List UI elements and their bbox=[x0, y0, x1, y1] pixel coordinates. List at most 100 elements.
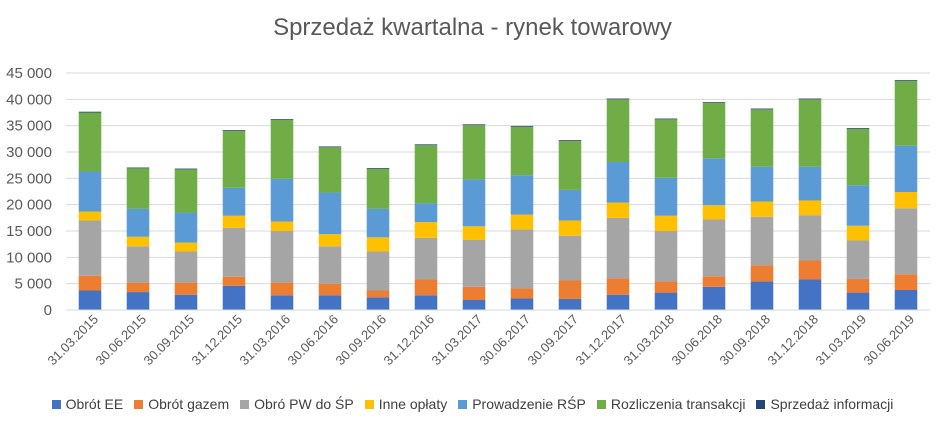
bar-segment bbox=[558, 235, 582, 281]
bar-segment bbox=[798, 200, 822, 216]
bar-segment bbox=[846, 278, 870, 293]
bar-segment bbox=[222, 215, 246, 228]
bar-segment bbox=[606, 217, 630, 279]
bar-segment bbox=[318, 246, 342, 284]
bar-segment bbox=[462, 124, 486, 126]
bar-segment bbox=[318, 234, 342, 247]
bar-segment bbox=[894, 80, 918, 81]
bar-segment bbox=[798, 166, 822, 201]
bar-segment bbox=[270, 221, 294, 231]
bar-segment bbox=[702, 219, 726, 277]
bar-segment bbox=[798, 215, 822, 261]
y-tick-label: 30 000 bbox=[6, 144, 52, 161]
bar-segment bbox=[366, 290, 390, 298]
bar-segment bbox=[414, 222, 438, 238]
bar-segment bbox=[126, 168, 150, 209]
bar-segment bbox=[126, 167, 150, 169]
bar-segment bbox=[558, 220, 582, 236]
bar-segment bbox=[894, 274, 918, 290]
bar-segment bbox=[702, 276, 726, 287]
legend-item: Inne opłaty bbox=[364, 396, 448, 412]
x-tick-label: 30.06.2019 bbox=[860, 312, 917, 369]
bar-segment bbox=[702, 158, 726, 206]
legend-label: Obró PW do ŚP bbox=[254, 396, 354, 412]
bar-segment bbox=[606, 162, 630, 203]
bar-segment bbox=[702, 205, 726, 220]
bar-segment bbox=[78, 275, 102, 291]
bar-segment bbox=[510, 126, 534, 176]
bar-segment bbox=[750, 109, 774, 167]
bar-segment bbox=[654, 281, 678, 293]
legend-label: Obrót gazem bbox=[148, 396, 230, 412]
bar-segment bbox=[654, 177, 678, 216]
legend-swatch bbox=[458, 399, 468, 409]
bar-segment bbox=[318, 192, 342, 235]
bar-segment bbox=[558, 140, 582, 141]
x-tick-label: 31.03.2016 bbox=[236, 312, 293, 369]
x-tick-label: 31.03.2019 bbox=[812, 312, 869, 369]
bar-segment bbox=[702, 286, 726, 310]
legend-item: Sprzedaż informacji bbox=[756, 396, 893, 412]
bar-segment bbox=[606, 99, 630, 162]
legend: Obrót EE Obrót gazem Obró PW do ŚP Inne opł… bbox=[0, 393, 945, 415]
x-tick-label: 31.03.2017 bbox=[428, 312, 485, 369]
bar-segment bbox=[270, 295, 294, 310]
legend-item: Prowadzenie RŚP bbox=[458, 396, 586, 412]
bar-segment bbox=[798, 279, 822, 310]
x-tick-label: 30.06.2015 bbox=[92, 312, 149, 369]
legend-item: Obrót gazem bbox=[134, 396, 229, 412]
bar-segment bbox=[462, 226, 486, 240]
bar-segment bbox=[702, 103, 726, 159]
bar-segment bbox=[462, 125, 486, 180]
y-tick-label: 40 000 bbox=[6, 91, 52, 108]
bar-segment bbox=[222, 227, 246, 277]
bar-segment bbox=[558, 140, 582, 190]
bar-segment bbox=[366, 168, 390, 209]
bar-segment bbox=[174, 168, 198, 170]
bar-segment bbox=[846, 128, 870, 186]
legend-swatch bbox=[240, 399, 250, 409]
bar-segment bbox=[126, 292, 150, 310]
bar-segment bbox=[750, 216, 774, 266]
bar-segment bbox=[414, 295, 438, 310]
bar-segment bbox=[606, 98, 630, 100]
bar-segment bbox=[654, 231, 678, 282]
bar-segment bbox=[606, 278, 630, 295]
bar-segment bbox=[126, 208, 150, 237]
bar-segment bbox=[126, 282, 150, 293]
bar-segment bbox=[750, 166, 774, 202]
bar-segment bbox=[462, 299, 486, 310]
bar-segment bbox=[654, 118, 678, 120]
bar-segment bbox=[126, 236, 150, 247]
x-tick-label: 30.06.2016 bbox=[284, 312, 341, 369]
bar-segment bbox=[654, 215, 678, 231]
legend-swatch bbox=[364, 399, 374, 409]
y-tick-label: 45 000 bbox=[6, 65, 52, 82]
bar-segment bbox=[606, 202, 630, 218]
x-tick-label: 30.09.2017 bbox=[524, 312, 581, 369]
bar-segment bbox=[366, 251, 390, 291]
legend-label: Inne opłaty bbox=[378, 396, 448, 412]
bar-segment bbox=[222, 285, 246, 310]
bar-segment bbox=[558, 280, 582, 299]
bar-segment bbox=[846, 128, 870, 129]
y-tick-label: 10 000 bbox=[6, 249, 52, 266]
x-tick-label: 31.12.2018 bbox=[764, 312, 821, 369]
x-tick-label: 30.06.2018 bbox=[668, 312, 725, 369]
legend-label: Sprzedaż informacji bbox=[770, 396, 894, 412]
bar-segment bbox=[894, 208, 918, 275]
y-tick-label: 20 000 bbox=[6, 197, 52, 214]
legend-swatch bbox=[756, 399, 766, 409]
bar-segment bbox=[270, 231, 294, 283]
bars bbox=[78, 80, 918, 310]
y-tick-label: 15 000 bbox=[6, 223, 52, 240]
bar-segment bbox=[414, 144, 438, 146]
x-tick-label: 31.12.2016 bbox=[380, 312, 437, 369]
legend-label: Rozliczenia transakcji bbox=[610, 396, 746, 412]
bar-segment bbox=[414, 145, 438, 204]
legend-swatch bbox=[51, 399, 61, 409]
bar-segment bbox=[270, 178, 294, 222]
bar-segment bbox=[222, 276, 246, 286]
gridlines bbox=[66, 72, 930, 285]
